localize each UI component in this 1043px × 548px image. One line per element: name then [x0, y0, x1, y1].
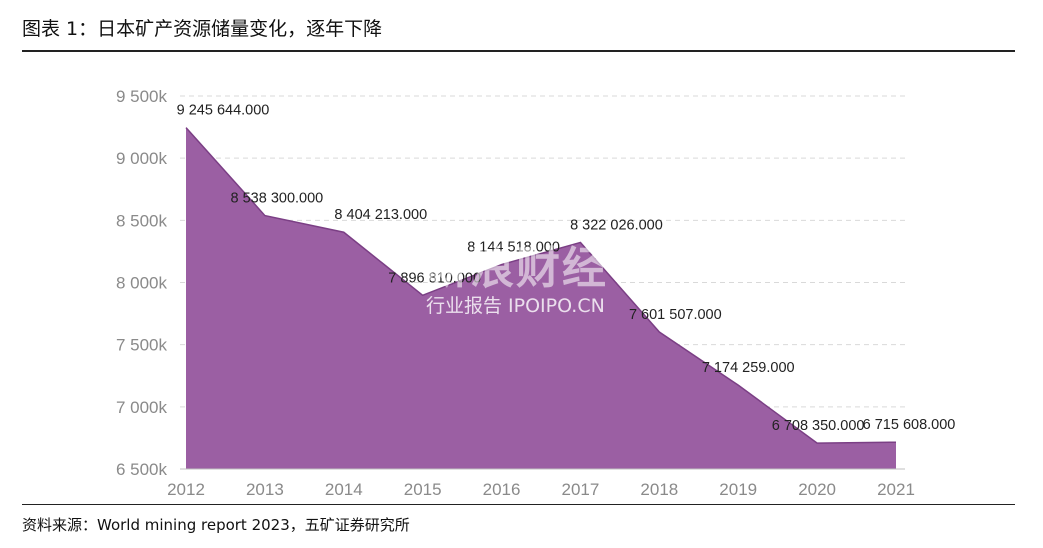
- series-line: [185, 127, 897, 444]
- data-label: 6 715 608.000: [863, 417, 956, 433]
- area-series: [180, 127, 905, 470]
- figure-source: 资料来源：World mining report 2023，五矿证券研究所: [22, 516, 410, 534]
- data-label: 8 144 518.000: [467, 240, 560, 256]
- y-tick-label: 9 000k: [116, 149, 168, 168]
- area-fill: [186, 127, 896, 469]
- y-tick-label: 6 500k: [116, 460, 168, 479]
- x-tick-label: 2016: [483, 480, 521, 499]
- data-label: 8 538 300.000: [231, 191, 324, 207]
- x-tick-label: 2020: [798, 480, 836, 499]
- x-tick-label: 2013: [246, 480, 284, 499]
- source-divider: [22, 504, 1015, 505]
- data-label: 8 404 213.000: [334, 207, 427, 223]
- x-tick-label: 2015: [404, 480, 442, 499]
- data-labels: 9 245 644.000 8 538 300.000 8 404 213.000 7…: [177, 103, 956, 434]
- title-divider: [22, 50, 1015, 52]
- x-tick-label: 2018: [640, 480, 678, 499]
- x-tick-label: 2021: [877, 480, 915, 499]
- data-label: 7 896 810.000: [388, 270, 481, 286]
- data-label: 8 322 026.000: [570, 217, 663, 233]
- y-tick-label: 7 000k: [116, 398, 168, 417]
- watermark-logo: 新浪财经: [424, 243, 608, 294]
- x-tick-label: 2014: [325, 480, 363, 499]
- x-tick-label: 2019: [719, 480, 757, 499]
- y-axis-ticks: 6 500k 7 000k 7 500k 8 000k 8 500k 9 000k 9 50…: [116, 87, 168, 479]
- data-label: 7 601 507.000: [629, 307, 722, 323]
- watermark-text: 行业报告 IPOIPO.CN: [426, 295, 605, 317]
- data-label: 7 174 259.000: [702, 360, 795, 376]
- figure-title: 图表 1：日本矿产资源储量变化，逐年下降: [22, 18, 383, 40]
- x-tick-label: 2017: [562, 480, 600, 499]
- y-tick-label: 7 500k: [116, 336, 168, 355]
- y-tick-label: 8 000k: [116, 274, 168, 293]
- y-tick-label: 8 500k: [116, 211, 168, 230]
- data-label: 6 708 350.000: [772, 418, 865, 434]
- y-tick-label: 9 500k: [116, 87, 168, 106]
- data-label: 9 245 644.000: [177, 103, 270, 119]
- x-tick-label: 2012: [167, 480, 205, 499]
- x-axis-ticks: 2012 2013 2014 2015 2016 2017 2018 2019 2020 2021: [167, 480, 915, 499]
